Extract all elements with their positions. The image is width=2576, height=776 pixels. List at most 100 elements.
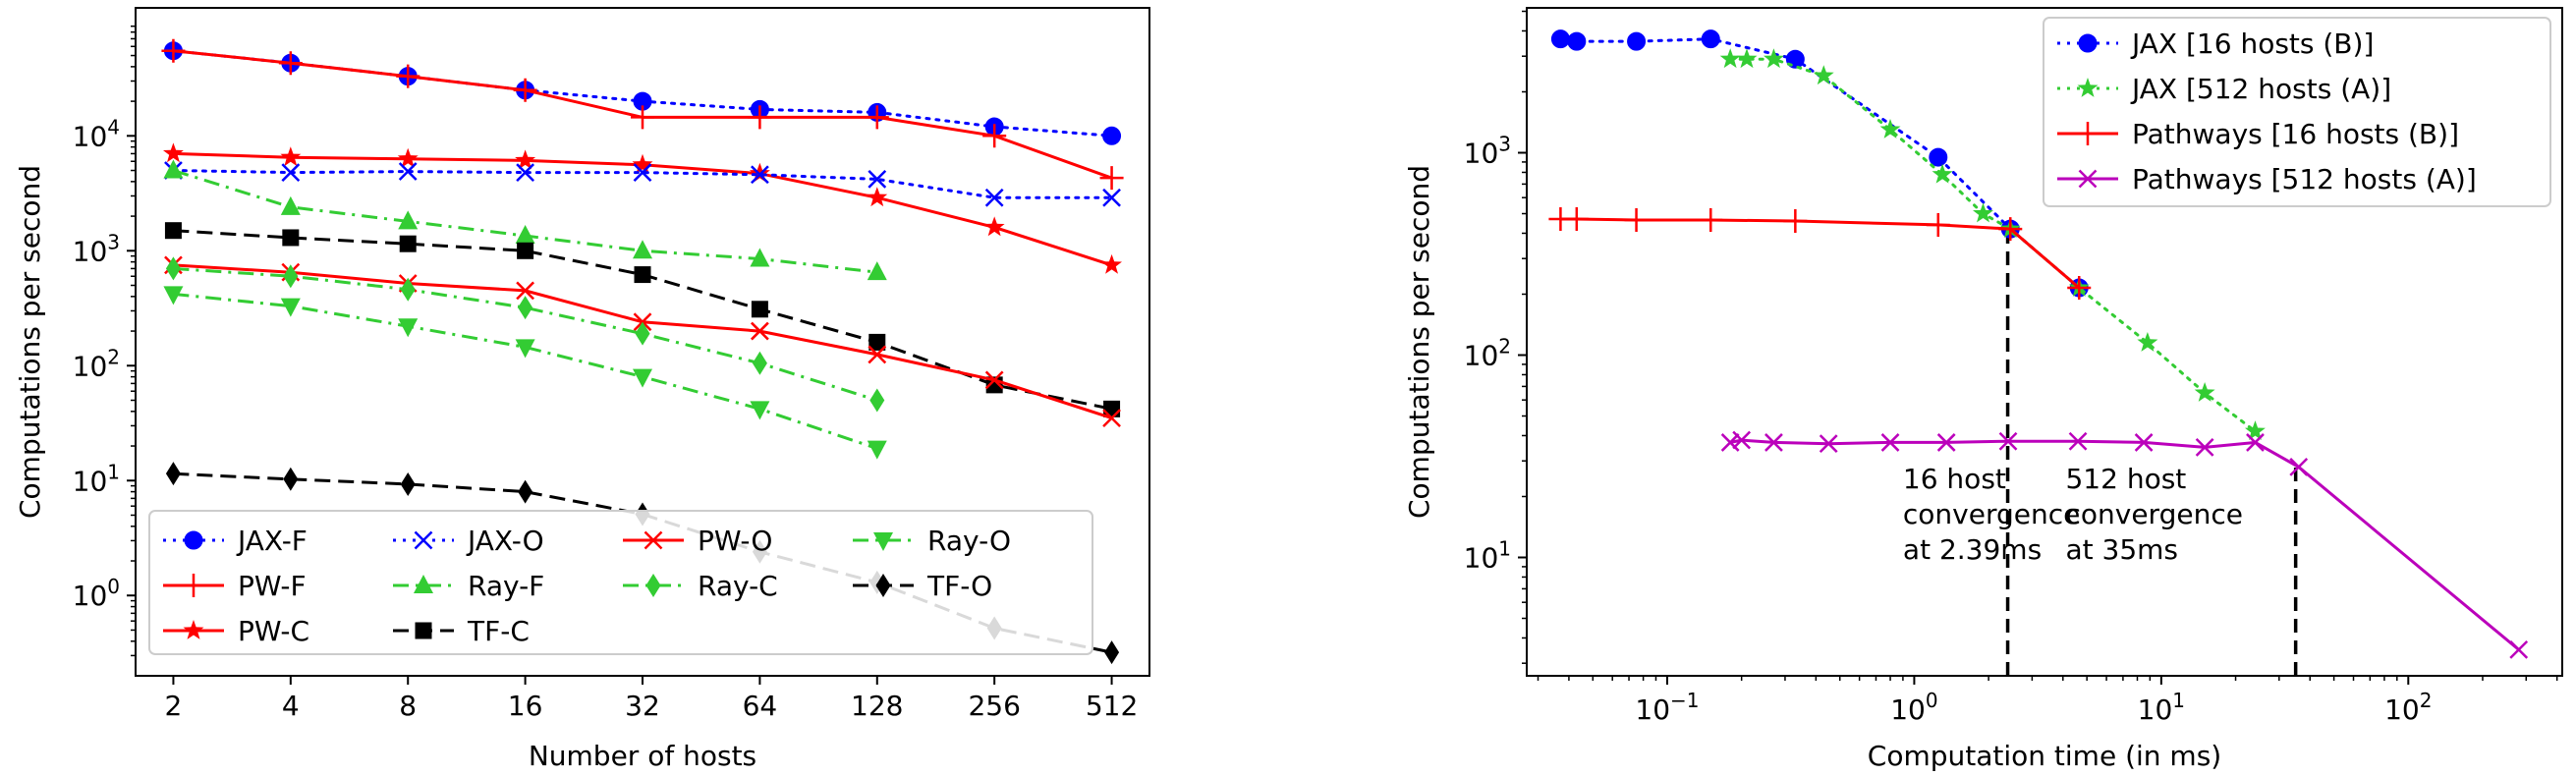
data-point: [635, 321, 650, 346]
x-tick-label: 10−1: [1635, 689, 1699, 726]
y-tick-label: 103: [1464, 132, 1511, 169]
series-1: [1719, 48, 2266, 440]
data-point: [1102, 188, 1121, 207]
y-tick-label: 102: [1464, 334, 1511, 371]
data-point: [397, 147, 419, 168]
data-point: [1764, 48, 1784, 69]
legend-marker: [2077, 78, 2099, 97]
series-4: [163, 159, 887, 281]
data-point: [751, 301, 768, 318]
data-point: [515, 149, 536, 170]
y-ticks-left: 100 101 102 103 104: [73, 25, 136, 657]
series-1: [161, 38, 1124, 191]
data-point: [399, 235, 417, 252]
annotation-text: at 2.39ms: [1903, 533, 2042, 566]
annotation-text: at 35ms: [2065, 533, 2178, 566]
legend-label-left: PW-O: [698, 525, 772, 557]
legend-label-right: JAX [512 hosts (A)]: [2130, 73, 2391, 105]
data-point: [984, 370, 1004, 390]
data-point: [2289, 457, 2309, 476]
data-point: [748, 105, 772, 130]
data-point: [633, 240, 652, 259]
data-point: [163, 159, 184, 179]
series-8: [163, 286, 887, 460]
legend-marker: [2078, 169, 2098, 189]
data-point: [634, 266, 651, 284]
legend-marker: [414, 530, 433, 550]
data-point: [515, 225, 535, 245]
data-point: [2195, 438, 2214, 457]
data-point: [1719, 48, 1741, 69]
legend-marker: [644, 530, 663, 550]
data-point: [982, 124, 1007, 148]
y-tick-label: 103: [73, 230, 120, 267]
data-point: [283, 467, 299, 491]
data-point: [1099, 166, 1124, 191]
legend-label-left: PW-F: [238, 570, 307, 602]
data-point: [518, 479, 533, 504]
data-point: [164, 222, 182, 240]
y-axis-label-left: Computations per second: [14, 165, 46, 519]
data-point: [282, 229, 300, 247]
series-3: [1720, 430, 2529, 659]
legend-marker: [873, 532, 893, 551]
y-tick-label: 101: [1464, 536, 1511, 574]
legend-right: JAX [16 hosts (B)] JAX [512 hosts (A)] Pat…: [2043, 17, 2551, 207]
x-tick-label: 32: [625, 690, 660, 722]
data-point: [517, 242, 534, 259]
y-tick-label: 100: [73, 575, 120, 612]
data-point: [1104, 640, 1120, 665]
data-point: [750, 248, 770, 267]
legend-label-right: Pathways [512 hosts (A)]: [2132, 163, 2477, 195]
data-point: [165, 256, 181, 281]
x-tick-label: 128: [851, 690, 903, 722]
data-point: [2067, 276, 2092, 301]
data-point: [2194, 382, 2215, 402]
x-tick-label: 8: [399, 690, 417, 722]
y-tick-label: 102: [73, 345, 120, 382]
y-tick-label: 101: [73, 460, 120, 497]
series-2: [1548, 207, 2092, 301]
data-point: [1998, 431, 2018, 451]
data-point: [1813, 65, 1834, 85]
x-axis-label-left: Number of hosts: [529, 740, 756, 772]
x-tick-label: 101: [2138, 689, 2185, 726]
x-tick-label: 512: [1086, 690, 1138, 722]
data-point: [515, 339, 535, 359]
series-right: [1548, 29, 2529, 659]
data-point: [984, 188, 1004, 207]
data-point: [398, 210, 419, 230]
series-2: [163, 142, 1122, 274]
data-point: [632, 153, 653, 174]
data-point: [2137, 332, 2158, 352]
data-point: [868, 345, 887, 364]
data-point: [865, 105, 889, 130]
data-point: [868, 169, 887, 189]
legend-label-left: TF-O: [926, 570, 992, 602]
data-point: [1736, 48, 1758, 69]
legend-label-left: JAX-O: [466, 525, 544, 557]
data-point: [1102, 409, 1121, 427]
data-point: [983, 216, 1005, 237]
x-tick-label: 100: [1890, 689, 1937, 726]
series-7: [165, 256, 885, 413]
data-point: [750, 401, 770, 420]
data-point: [400, 277, 416, 302]
data-point: [1567, 31, 1587, 51]
data-point: [1564, 207, 1589, 232]
data-point: [513, 78, 537, 102]
data-point: [1783, 208, 1808, 233]
legend-marker: [2076, 122, 2100, 145]
data-point: [400, 471, 416, 496]
legend-label-left: PW-C: [238, 615, 309, 647]
legend-marker: [183, 620, 204, 639]
x-ticks-left: 2 4 8 16 32 64 128 256 512: [165, 676, 1138, 722]
data-point: [1880, 433, 1900, 452]
x-tick-label: 64: [743, 690, 778, 722]
legend-label-left: JAX-F: [236, 525, 308, 557]
data-point: [751, 321, 769, 341]
data-point: [1627, 31, 1647, 51]
legend-marker: [414, 575, 433, 593]
